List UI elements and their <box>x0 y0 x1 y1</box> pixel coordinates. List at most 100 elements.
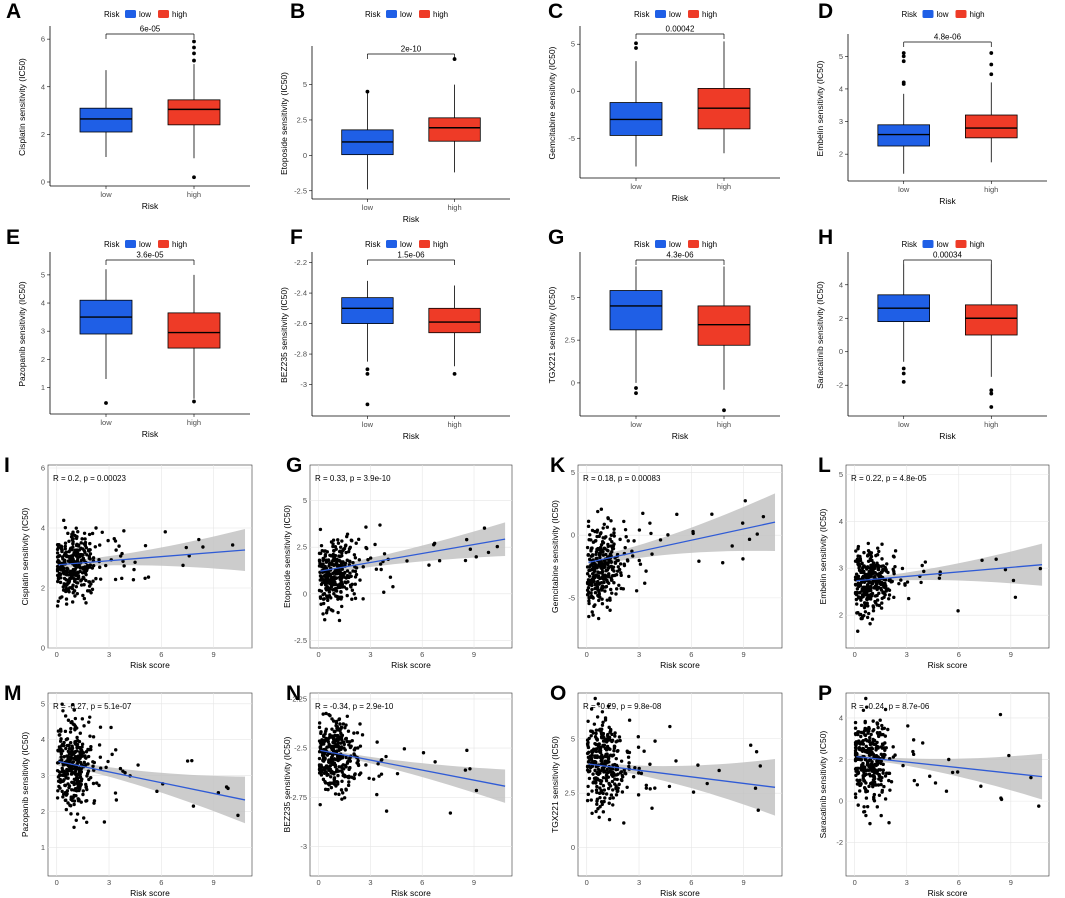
data-point <box>598 786 602 790</box>
data-point <box>596 702 601 706</box>
data-point <box>91 579 95 583</box>
data-point <box>81 792 85 797</box>
y-tick-label: 2 <box>839 755 843 764</box>
data-point <box>75 743 79 748</box>
legend-swatch-high <box>688 10 699 18</box>
data-point <box>318 802 322 807</box>
data-point <box>55 604 60 608</box>
data-point <box>333 582 337 587</box>
data-point <box>589 729 593 733</box>
data-point <box>353 596 358 601</box>
x-axis-label: Risk score <box>391 660 431 670</box>
data-point <box>620 790 625 794</box>
data-point <box>327 783 331 787</box>
data-point <box>857 564 862 568</box>
data-point <box>853 726 858 730</box>
data-point <box>345 569 350 573</box>
x-tick-label: 3 <box>368 650 372 659</box>
data-point <box>610 574 615 578</box>
data-point <box>319 543 324 548</box>
data-point <box>865 615 870 620</box>
data-point <box>82 548 86 553</box>
data-point <box>216 791 221 795</box>
data-point <box>600 597 604 601</box>
data-point <box>64 807 69 812</box>
data-point <box>320 549 324 553</box>
x-axis-label: Risk score <box>130 888 170 898</box>
data-point <box>350 597 354 601</box>
data-point <box>599 580 604 585</box>
data-point <box>335 767 339 772</box>
data-point <box>625 749 629 753</box>
data-point <box>350 539 354 543</box>
data-point <box>62 518 66 523</box>
data-point <box>371 777 376 781</box>
data-point <box>855 778 859 782</box>
data-point <box>749 743 753 747</box>
data-point <box>697 559 701 563</box>
x-tick-label: 0 <box>317 878 321 887</box>
data-point <box>891 567 895 572</box>
data-point <box>55 564 60 569</box>
data-point <box>612 744 617 748</box>
legend-label-low: low <box>400 240 412 249</box>
data-point <box>587 538 591 542</box>
data-point <box>318 746 323 751</box>
data-point <box>325 773 329 777</box>
data-point <box>859 748 863 752</box>
data-point <box>878 774 882 778</box>
x-tick-label: 6 <box>159 878 163 887</box>
data-point <box>336 741 340 745</box>
data-point <box>868 558 873 563</box>
data-point <box>335 755 340 759</box>
data-point <box>615 749 620 753</box>
data-point <box>68 750 72 755</box>
x-tick-label: 6 <box>420 650 424 659</box>
data-point <box>633 766 637 770</box>
data-point <box>79 583 84 587</box>
x-tick-label: 9 <box>212 650 216 659</box>
data-point <box>617 583 621 587</box>
data-point <box>62 582 66 586</box>
data-point <box>617 735 622 739</box>
data-point <box>602 788 607 792</box>
data-point <box>367 776 371 780</box>
outlier-point <box>634 46 638 50</box>
x-axis-label: Risk score <box>660 660 700 670</box>
data-point <box>330 753 335 758</box>
data-point <box>91 764 95 768</box>
legend-H: Risk low high <box>902 240 985 249</box>
data-point <box>861 731 866 735</box>
y-tick-label: 0 <box>571 843 575 852</box>
data-point <box>66 757 70 761</box>
data-point <box>328 582 333 586</box>
data-point <box>57 745 62 749</box>
y-tick-label: 4 <box>41 524 45 533</box>
data-point <box>627 764 631 769</box>
data-point <box>348 740 352 744</box>
y-tick-label: 5 <box>571 734 575 743</box>
data-point <box>184 545 188 550</box>
data-point <box>78 731 83 735</box>
data-point <box>355 731 360 735</box>
x-tick-label-high: high <box>447 203 461 212</box>
data-point <box>330 781 334 785</box>
data-point <box>382 552 387 556</box>
box-high <box>697 305 751 346</box>
data-point <box>618 537 622 542</box>
data-point <box>590 546 594 550</box>
outlier-point <box>452 371 457 376</box>
data-point <box>877 793 882 797</box>
data-point <box>923 560 928 564</box>
data-point <box>65 767 69 772</box>
data-point <box>602 522 606 526</box>
data-point <box>76 754 80 758</box>
data-point <box>64 798 68 802</box>
data-point <box>856 731 860 735</box>
data-point <box>648 521 652 525</box>
data-point <box>340 770 344 774</box>
data-point <box>324 764 329 768</box>
data-point <box>653 739 657 743</box>
data-point <box>348 745 353 750</box>
data-point <box>121 559 125 563</box>
